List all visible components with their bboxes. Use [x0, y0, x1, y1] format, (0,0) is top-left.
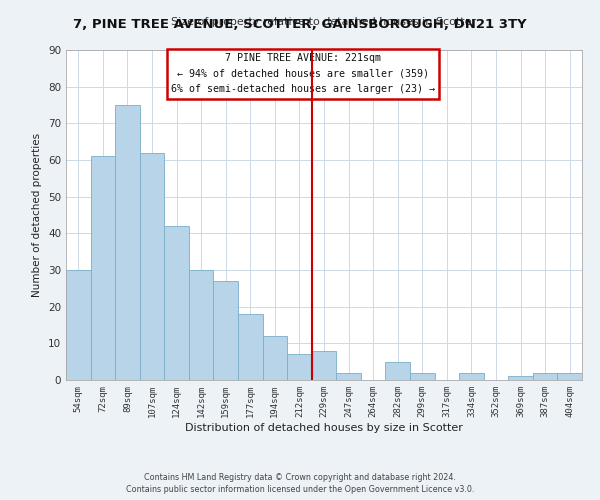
Bar	[214, 281, 238, 380]
Bar	[91, 156, 115, 380]
Bar	[557, 372, 582, 380]
Bar	[459, 372, 484, 380]
Bar	[164, 226, 189, 380]
Y-axis label: Number of detached properties: Number of detached properties	[32, 133, 43, 297]
Text: Contains HM Land Registry data © Crown copyright and database right 2024.
Contai: Contains HM Land Registry data © Crown c…	[126, 472, 474, 494]
Bar	[385, 362, 410, 380]
Bar	[410, 372, 434, 380]
Bar	[336, 372, 361, 380]
Bar	[189, 270, 214, 380]
Bar	[140, 152, 164, 380]
Bar	[312, 350, 336, 380]
Bar	[508, 376, 533, 380]
Title: Size of property relative to detached houses in Scotter: Size of property relative to detached ho…	[172, 17, 476, 27]
Text: 7, PINE TREE AVENUE, SCOTTER, GAINSBOROUGH, DN21 3TY: 7, PINE TREE AVENUE, SCOTTER, GAINSBOROU…	[73, 18, 527, 30]
Bar	[287, 354, 312, 380]
Bar	[66, 270, 91, 380]
Bar	[115, 105, 140, 380]
Bar	[238, 314, 263, 380]
Text: 7 PINE TREE AVENUE: 221sqm
← 94% of detached houses are smaller (359)
6% of semi: 7 PINE TREE AVENUE: 221sqm ← 94% of deta…	[172, 54, 436, 94]
Bar	[263, 336, 287, 380]
X-axis label: Distribution of detached houses by size in Scotter: Distribution of detached houses by size …	[185, 422, 463, 432]
Bar	[533, 372, 557, 380]
